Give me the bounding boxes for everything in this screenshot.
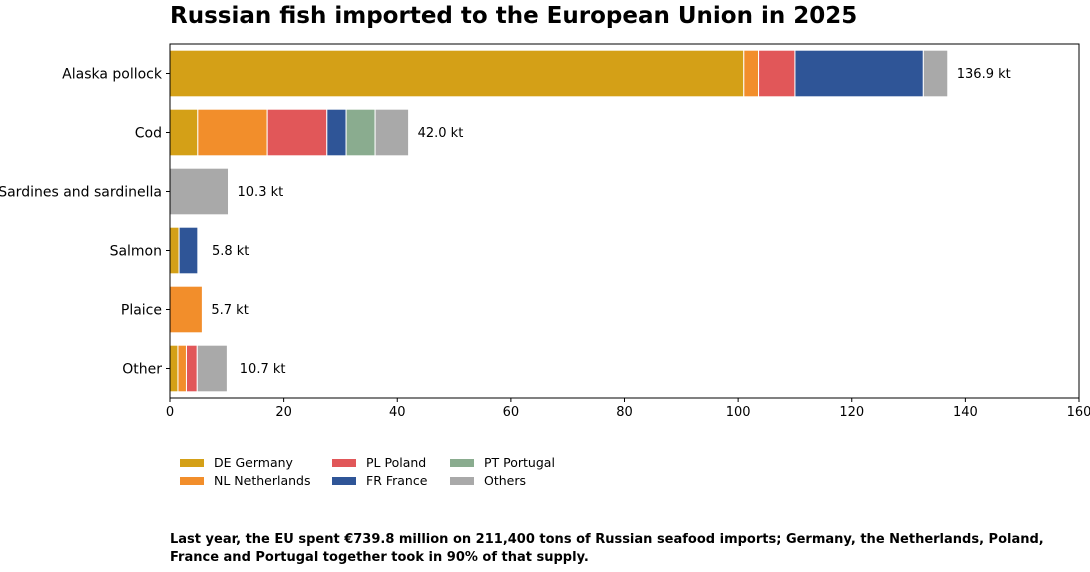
footnote: Last year, the EU spent €739.8 million o…	[170, 532, 1044, 565]
legend-label: NL Netherlands	[214, 473, 311, 488]
legend-swatch	[332, 476, 356, 485]
bar-segment	[169, 226, 180, 275]
bar-segment	[266, 108, 328, 157]
x-axis: 0 20 40 60 80 100 120 140 160	[166, 398, 1090, 420]
legend-swatch	[450, 458, 474, 467]
legend-label: Others	[484, 473, 527, 488]
legend-label: PT Portugal	[484, 455, 555, 470]
legend-item: PT Portugal	[450, 455, 555, 470]
total-label: 42.0 kt	[418, 126, 464, 141]
bars-layer	[169, 49, 949, 393]
legend-item: NL Netherlands	[180, 473, 310, 488]
bar-segment	[169, 344, 179, 393]
bar-segment	[345, 108, 376, 157]
total-label: 5.7 kt	[211, 303, 248, 318]
legend-item: FR France	[332, 473, 427, 488]
chart-title: Russian fish imported to the European Un…	[170, 3, 858, 29]
bar-segment	[794, 49, 924, 98]
y-tick-label: Cod	[135, 126, 162, 142]
total-label: 136.9 kt	[957, 67, 1011, 82]
legend-label: FR France	[366, 473, 428, 488]
legend-label: PL Poland	[366, 455, 427, 470]
bar-segment	[374, 108, 410, 157]
y-tick-label: Sardines and sardinella	[0, 185, 162, 201]
legend-swatch	[180, 458, 204, 467]
legend-label: DE Germany	[214, 455, 293, 470]
x-tick-label: 40	[389, 405, 406, 420]
x-tick-label: 160	[1067, 405, 1090, 420]
total-labels: 136.9 kt 42.0 kt 10.3 kt 5.8 kt 5.7 kt 10.7 k…	[211, 67, 1010, 377]
bar-segment	[922, 49, 949, 98]
total-label: 10.7 kt	[240, 362, 286, 377]
bar-segment	[169, 49, 745, 98]
legend-item: Others	[450, 473, 526, 488]
bar-segment	[169, 167, 230, 216]
bar-segment	[743, 49, 760, 98]
bar-segment	[178, 226, 199, 275]
legend-item: PL Poland	[332, 455, 426, 470]
legend-swatch	[180, 476, 204, 485]
x-tick-label: 80	[616, 405, 633, 420]
bar-segment	[196, 344, 228, 393]
x-tick-label: 120	[839, 405, 864, 420]
bar-segment	[197, 108, 268, 157]
bar-segment	[169, 108, 199, 157]
x-tick-label: 140	[953, 405, 978, 420]
y-tick-label: Alaska pollock	[62, 67, 163, 83]
bar-segment	[185, 344, 198, 393]
legend: DE Germany NL Netherlands PL Poland FR Fran…	[180, 455, 600, 495]
legend-swatch	[450, 476, 474, 485]
x-tick-label: 60	[503, 405, 520, 420]
y-axis: Alaska pollock Cod Sardines and sardinella…	[0, 67, 170, 378]
legend-swatch	[332, 458, 356, 467]
bar-segment	[758, 49, 796, 98]
x-tick-label: 100	[726, 405, 751, 420]
bar-segment	[169, 285, 203, 334]
y-tick-label: Salmon	[110, 244, 162, 260]
bar-segment	[326, 108, 347, 157]
x-tick-label: 20	[275, 405, 292, 420]
y-tick-label: Plaice	[121, 303, 162, 319]
total-label: 5.8 kt	[212, 244, 249, 259]
y-tick-label: Other	[122, 362, 162, 378]
bar-segment	[177, 344, 187, 393]
legend-item: DE Germany	[180, 455, 293, 470]
x-tick-label: 0	[166, 405, 174, 420]
total-label: 10.3 kt	[238, 185, 284, 200]
